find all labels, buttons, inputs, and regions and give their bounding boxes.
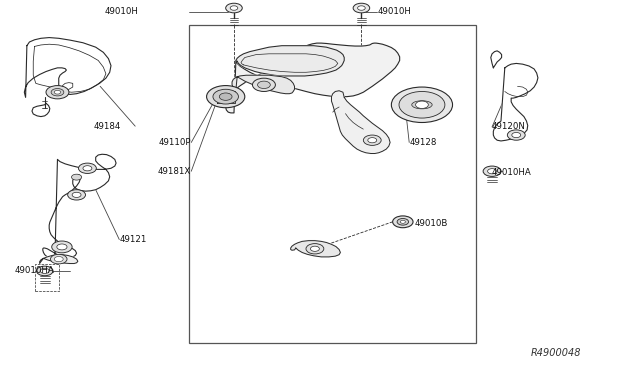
Circle shape	[393, 216, 413, 228]
Polygon shape	[332, 91, 390, 154]
Text: 49010H: 49010H	[104, 7, 138, 16]
Circle shape	[51, 89, 64, 96]
Circle shape	[310, 246, 319, 251]
Text: 49110P: 49110P	[159, 138, 191, 147]
Polygon shape	[291, 241, 340, 257]
Polygon shape	[226, 43, 399, 113]
Circle shape	[40, 268, 49, 273]
Circle shape	[392, 87, 452, 122]
Text: 49184: 49184	[94, 122, 121, 131]
Circle shape	[226, 3, 243, 13]
Circle shape	[54, 257, 63, 262]
Text: 49010B: 49010B	[414, 219, 448, 228]
Circle shape	[488, 169, 497, 174]
Circle shape	[483, 166, 501, 176]
Circle shape	[415, 101, 428, 109]
Circle shape	[79, 163, 97, 173]
Circle shape	[51, 254, 67, 264]
Polygon shape	[40, 255, 78, 263]
Circle shape	[397, 218, 408, 225]
Circle shape	[207, 86, 245, 108]
Polygon shape	[217, 91, 235, 103]
Circle shape	[57, 244, 67, 250]
Circle shape	[72, 174, 82, 180]
Text: 49181X: 49181X	[158, 167, 191, 176]
Circle shape	[252, 78, 275, 92]
Circle shape	[213, 89, 239, 104]
Circle shape	[512, 132, 521, 138]
Circle shape	[54, 90, 61, 94]
Circle shape	[72, 192, 81, 198]
Circle shape	[257, 81, 270, 89]
Text: 49010H: 49010H	[378, 7, 412, 16]
Circle shape	[220, 93, 232, 100]
Polygon shape	[493, 63, 538, 141]
Circle shape	[83, 166, 92, 171]
Circle shape	[68, 190, 86, 200]
Polygon shape	[43, 154, 116, 259]
Text: 49010HA: 49010HA	[14, 266, 54, 275]
Circle shape	[46, 86, 69, 99]
Text: 49121: 49121	[119, 235, 147, 244]
Polygon shape	[236, 46, 344, 76]
Text: R4900048: R4900048	[531, 348, 580, 358]
Circle shape	[306, 244, 324, 254]
Circle shape	[400, 220, 405, 223]
Text: 49010HA: 49010HA	[492, 168, 532, 177]
Circle shape	[36, 266, 53, 276]
Circle shape	[508, 130, 525, 140]
Text: 49128: 49128	[409, 138, 436, 147]
Text: 49120N: 49120N	[492, 122, 526, 131]
Polygon shape	[24, 38, 111, 97]
Circle shape	[399, 92, 445, 118]
Circle shape	[358, 6, 365, 10]
Circle shape	[364, 135, 381, 145]
Ellipse shape	[412, 101, 432, 109]
Circle shape	[368, 138, 377, 143]
Bar	[189, 25, 476, 343]
Circle shape	[353, 3, 370, 13]
Polygon shape	[232, 75, 294, 94]
Circle shape	[52, 241, 72, 253]
Circle shape	[230, 6, 238, 10]
